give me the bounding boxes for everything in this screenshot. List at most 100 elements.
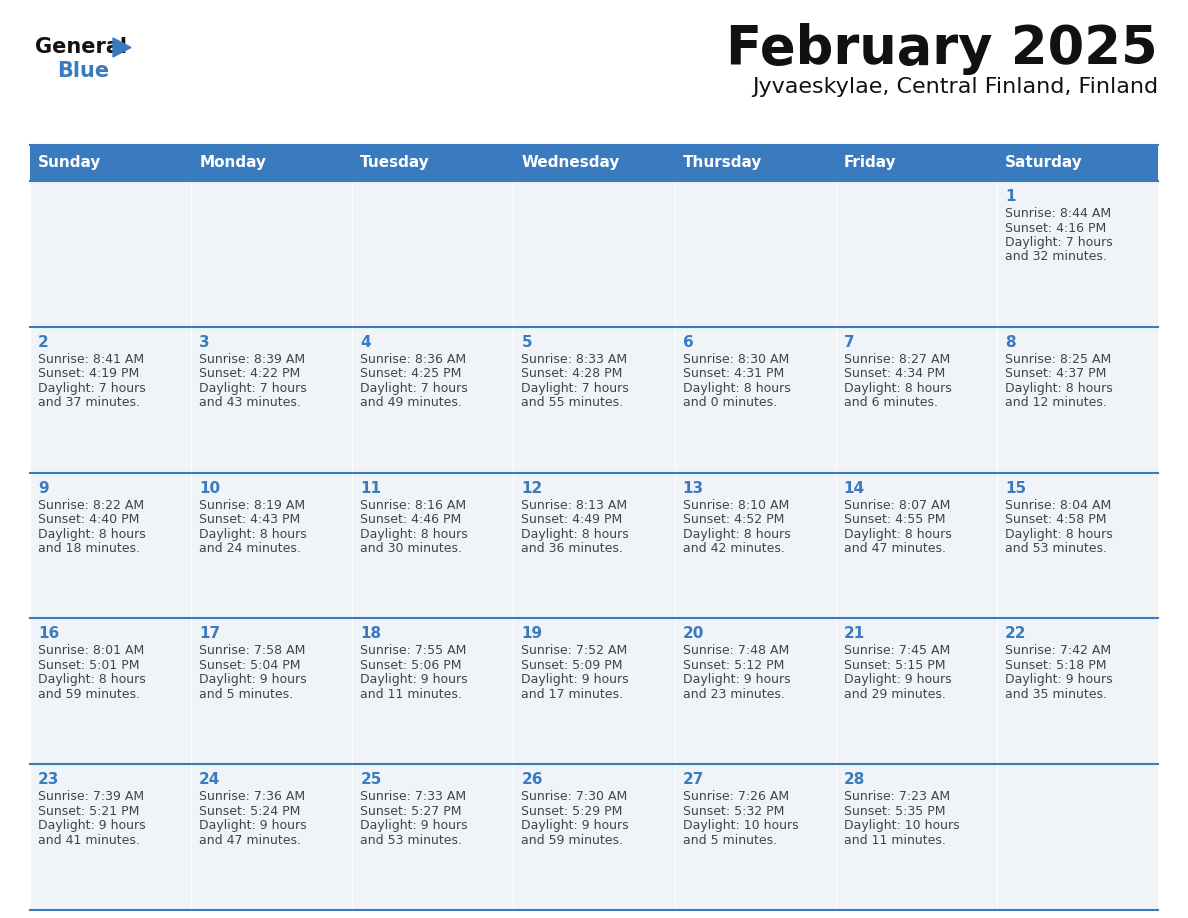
Text: and 53 minutes.: and 53 minutes. (360, 834, 462, 846)
Text: 22: 22 (1005, 626, 1026, 642)
Text: 16: 16 (38, 626, 59, 642)
Text: Sunset: 5:06 PM: Sunset: 5:06 PM (360, 659, 462, 672)
Text: Daylight: 7 hours: Daylight: 7 hours (38, 382, 146, 395)
Text: Sunrise: 7:36 AM: Sunrise: 7:36 AM (200, 790, 305, 803)
Text: 13: 13 (683, 481, 703, 496)
Text: and 29 minutes.: and 29 minutes. (843, 688, 946, 701)
Text: Sunrise: 8:25 AM: Sunrise: 8:25 AM (1005, 353, 1111, 365)
Bar (353, 619, 513, 764)
Text: Sunset: 5:24 PM: Sunset: 5:24 PM (200, 805, 301, 818)
Bar (513, 473, 675, 619)
Text: Daylight: 10 hours: Daylight: 10 hours (843, 819, 960, 833)
Text: and 59 minutes.: and 59 minutes. (38, 688, 140, 701)
Bar (835, 764, 997, 910)
Text: Daylight: 9 hours: Daylight: 9 hours (683, 674, 790, 687)
Text: Daylight: 9 hours: Daylight: 9 hours (360, 819, 468, 833)
Text: and 47 minutes.: and 47 minutes. (200, 834, 301, 846)
Text: 8: 8 (1005, 335, 1016, 350)
Text: Sunset: 4:19 PM: Sunset: 4:19 PM (38, 367, 139, 380)
Text: Sunrise: 7:23 AM: Sunrise: 7:23 AM (843, 790, 950, 803)
Text: Sunrise: 8:04 AM: Sunrise: 8:04 AM (1005, 498, 1111, 511)
Text: Blue: Blue (57, 61, 109, 81)
Bar (997, 619, 1158, 764)
Text: 21: 21 (843, 626, 865, 642)
Text: Sunrise: 8:07 AM: Sunrise: 8:07 AM (843, 498, 950, 511)
Text: Daylight: 8 hours: Daylight: 8 hours (1005, 528, 1113, 541)
Bar (675, 619, 835, 764)
Bar (997, 327, 1158, 473)
Text: Sunrise: 8:16 AM: Sunrise: 8:16 AM (360, 498, 467, 511)
Text: 10: 10 (200, 481, 220, 496)
Text: 24: 24 (200, 772, 221, 788)
Bar (513, 181, 675, 327)
Bar (353, 764, 513, 910)
Bar (997, 181, 1158, 327)
Text: Sunset: 4:28 PM: Sunset: 4:28 PM (522, 367, 623, 380)
Text: Sunset: 5:01 PM: Sunset: 5:01 PM (38, 659, 139, 672)
Text: Sunset: 4:49 PM: Sunset: 4:49 PM (522, 513, 623, 526)
Text: and 36 minutes.: and 36 minutes. (522, 543, 624, 555)
Text: Sunrise: 7:30 AM: Sunrise: 7:30 AM (522, 790, 627, 803)
Text: Sunset: 4:58 PM: Sunset: 4:58 PM (1005, 513, 1106, 526)
Text: Sunset: 5:32 PM: Sunset: 5:32 PM (683, 805, 784, 818)
Text: Monday: Monday (200, 155, 266, 171)
Text: Tuesday: Tuesday (360, 155, 430, 171)
Text: and 11 minutes.: and 11 minutes. (360, 688, 462, 701)
Text: Wednesday: Wednesday (522, 155, 620, 171)
Text: Daylight: 8 hours: Daylight: 8 hours (843, 528, 952, 541)
Text: Sunset: 4:22 PM: Sunset: 4:22 PM (200, 367, 301, 380)
Text: February 2025: February 2025 (726, 23, 1158, 75)
Bar (191, 181, 353, 327)
Bar (191, 473, 353, 619)
Bar (191, 619, 353, 764)
Text: 25: 25 (360, 772, 381, 788)
Text: 26: 26 (522, 772, 543, 788)
Text: Daylight: 8 hours: Daylight: 8 hours (1005, 382, 1113, 395)
Text: Sunrise: 7:52 AM: Sunrise: 7:52 AM (522, 644, 627, 657)
Text: Sunday: Sunday (38, 155, 101, 171)
Text: Sunrise: 8:30 AM: Sunrise: 8:30 AM (683, 353, 789, 365)
Text: and 43 minutes.: and 43 minutes. (200, 397, 301, 409)
Text: and 55 minutes.: and 55 minutes. (522, 397, 624, 409)
Text: Sunset: 4:25 PM: Sunset: 4:25 PM (360, 367, 462, 380)
Text: Jyvaeskylae, Central Finland, Finland: Jyvaeskylae, Central Finland, Finland (752, 77, 1158, 97)
Text: Friday: Friday (843, 155, 896, 171)
Text: Daylight: 8 hours: Daylight: 8 hours (360, 528, 468, 541)
Text: Daylight: 9 hours: Daylight: 9 hours (522, 674, 630, 687)
Bar (513, 764, 675, 910)
Text: Sunset: 4:37 PM: Sunset: 4:37 PM (1005, 367, 1106, 380)
Text: 12: 12 (522, 481, 543, 496)
Bar (353, 473, 513, 619)
Text: 9: 9 (38, 481, 49, 496)
Text: Sunrise: 7:42 AM: Sunrise: 7:42 AM (1005, 644, 1111, 657)
Text: and 42 minutes.: and 42 minutes. (683, 543, 784, 555)
Text: and 12 minutes.: and 12 minutes. (1005, 397, 1107, 409)
Text: Sunset: 4:55 PM: Sunset: 4:55 PM (843, 513, 946, 526)
Bar (191, 764, 353, 910)
Text: Sunset: 5:12 PM: Sunset: 5:12 PM (683, 659, 784, 672)
Bar (997, 473, 1158, 619)
Bar (30, 181, 191, 327)
Text: and 53 minutes.: and 53 minutes. (1005, 543, 1107, 555)
Text: and 47 minutes.: and 47 minutes. (843, 543, 946, 555)
Text: Thursday: Thursday (683, 155, 762, 171)
Bar (835, 181, 997, 327)
Text: Daylight: 7 hours: Daylight: 7 hours (522, 382, 630, 395)
Text: 1: 1 (1005, 189, 1016, 204)
Text: Sunset: 4:34 PM: Sunset: 4:34 PM (843, 367, 944, 380)
Text: 7: 7 (843, 335, 854, 350)
Text: Sunset: 4:46 PM: Sunset: 4:46 PM (360, 513, 461, 526)
Bar (675, 473, 835, 619)
Text: Daylight: 9 hours: Daylight: 9 hours (843, 674, 952, 687)
Text: and 18 minutes.: and 18 minutes. (38, 543, 140, 555)
Text: Sunrise: 7:33 AM: Sunrise: 7:33 AM (360, 790, 467, 803)
Text: Daylight: 8 hours: Daylight: 8 hours (522, 528, 630, 541)
Text: Sunrise: 7:48 AM: Sunrise: 7:48 AM (683, 644, 789, 657)
Text: Sunset: 5:18 PM: Sunset: 5:18 PM (1005, 659, 1106, 672)
Text: 11: 11 (360, 481, 381, 496)
Text: 27: 27 (683, 772, 704, 788)
Text: Sunset: 4:16 PM: Sunset: 4:16 PM (1005, 221, 1106, 234)
Bar (353, 181, 513, 327)
Text: 2: 2 (38, 335, 49, 350)
Text: Sunrise: 7:55 AM: Sunrise: 7:55 AM (360, 644, 467, 657)
